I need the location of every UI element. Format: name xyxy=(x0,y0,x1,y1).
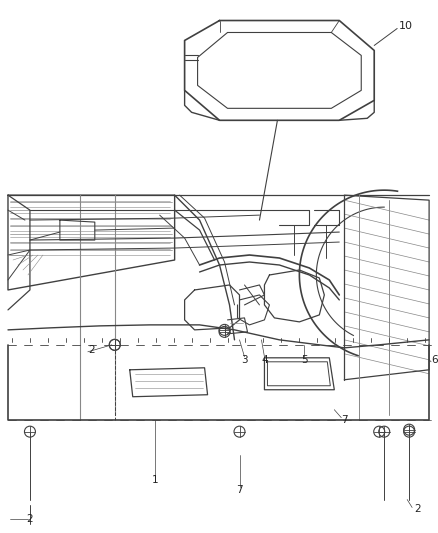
Text: 3: 3 xyxy=(241,355,248,365)
Text: 7: 7 xyxy=(236,484,243,495)
Text: 7: 7 xyxy=(341,415,348,425)
Text: 1: 1 xyxy=(152,474,158,484)
Text: 5: 5 xyxy=(301,355,307,365)
Text: 10: 10 xyxy=(399,20,413,30)
Text: 2: 2 xyxy=(414,505,421,514)
Text: 2: 2 xyxy=(88,345,95,355)
Text: 4: 4 xyxy=(261,355,268,365)
Text: 2: 2 xyxy=(27,514,33,524)
Text: 6: 6 xyxy=(431,355,438,365)
